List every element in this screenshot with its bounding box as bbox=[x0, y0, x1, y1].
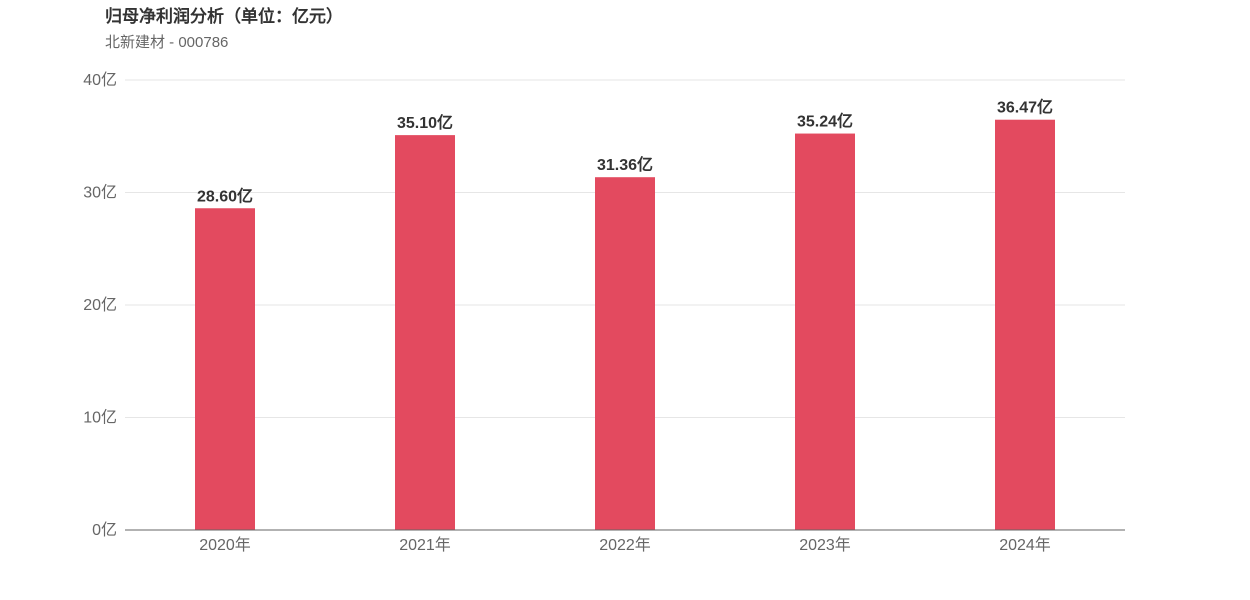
data-label: 28.60亿 bbox=[197, 186, 253, 205]
bar bbox=[995, 119, 1055, 531]
x-tick-label: 2021年 bbox=[399, 536, 451, 554]
data-label: 35.10亿 bbox=[397, 113, 453, 132]
y-axis: 0亿 10亿 20亿 30亿 40亿 bbox=[83, 71, 117, 539]
y-tick-label: 40亿 bbox=[83, 71, 117, 89]
y-tick-label: 10亿 bbox=[83, 409, 117, 427]
chart-subtitle: 北新建材 - 000786 bbox=[105, 34, 229, 51]
bar bbox=[195, 208, 255, 530]
x-tick-label: 2024年 bbox=[999, 536, 1051, 554]
bar bbox=[595, 177, 655, 530]
x-tick-label: 2022年 bbox=[599, 536, 651, 554]
bar bbox=[395, 135, 455, 530]
chart-title: 归母净利润分析（单位：亿元） bbox=[105, 7, 343, 26]
y-tick-label: 30亿 bbox=[83, 184, 117, 202]
x-tick-label: 2020年 bbox=[199, 536, 251, 554]
x-axis-labels: 2020年 2021年 2022年 2023年 2024年 bbox=[199, 536, 1051, 554]
bars bbox=[195, 119, 1055, 531]
data-label: 35.24亿 bbox=[797, 112, 853, 131]
bar bbox=[795, 133, 855, 531]
data-label: 31.36亿 bbox=[597, 155, 653, 174]
y-tick-label: 20亿 bbox=[83, 296, 117, 314]
data-label: 36.47亿 bbox=[997, 98, 1053, 117]
x-tick-label: 2023年 bbox=[799, 536, 851, 554]
data-labels: 28.60亿 35.10亿 31.36亿 35.24亿 36.47亿 bbox=[197, 98, 1053, 206]
y-tick-label: 0亿 bbox=[92, 521, 117, 539]
